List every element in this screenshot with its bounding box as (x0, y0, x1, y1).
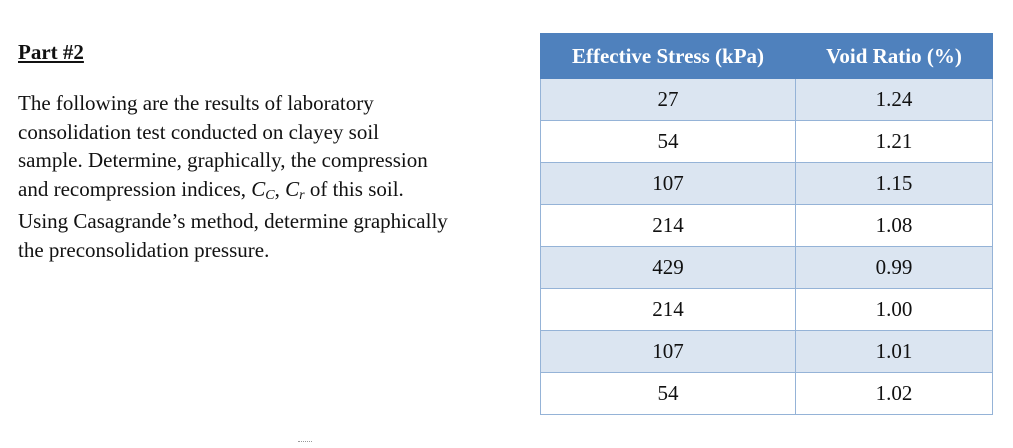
table-row: 429 0.99 (540, 246, 993, 289)
void-ratio-cell: 1.15 (795, 162, 993, 205)
void-ratio-cell: 0.99 (795, 246, 993, 289)
void-ratio-cell: 1.02 (795, 372, 993, 415)
stress-cell: 107 (540, 330, 796, 373)
faint-mark (298, 441, 312, 448)
void-ratio-cell: 1.01 (795, 330, 993, 373)
void-ratio-cell: 1.21 (795, 120, 993, 163)
table-row: 107 1.15 (540, 162, 993, 205)
header-void-ratio: Void Ratio (%) (795, 33, 993, 79)
stress-cell: 27 (540, 78, 796, 121)
table-row: 27 1.24 (540, 78, 993, 121)
stress-cell: 54 (540, 120, 796, 163)
header-effective-stress: Effective Stress (kPa) (540, 33, 796, 79)
problem-line: sample. Determine, graphically, the comp… (18, 148, 428, 172)
stress-cell: 54 (540, 372, 796, 415)
problem-line: The following are the results of laborat… (18, 91, 374, 115)
table-row: 54 1.02 (540, 372, 993, 415)
table-row: 107 1.01 (540, 330, 993, 373)
problem-line: the preconsolidation pressure. (18, 237, 270, 262)
table-header-row: Effective Stress (kPa) Void Ratio (%) (540, 33, 993, 79)
part-title: Part #2 (18, 40, 84, 64)
problem-line: Using Casagrande’s method, determine gra… (18, 209, 448, 233)
consolidation-table: Effective Stress (kPa) Void Ratio (%) 27… (540, 33, 993, 415)
table-row: 214 1.00 (540, 288, 993, 331)
void-ratio-cell: 1.24 (795, 78, 993, 121)
cr-symbol: Cr (285, 176, 305, 203)
void-ratio-cell: 1.00 (795, 288, 993, 331)
problem-line: consolidation test conducted on clayey s… (18, 119, 379, 144)
problem-section: Part #2 The following are the results of… (18, 40, 528, 264)
cc-symbol: CC (251, 176, 275, 203)
table-row: 214 1.08 (540, 204, 993, 247)
stress-cell: 214 (540, 288, 796, 331)
problem-statement: The following are the results of laborat… (18, 91, 448, 262)
table-row: 54 1.21 (540, 120, 993, 163)
stress-cell: 214 (540, 204, 796, 247)
stress-cell: 429 (540, 246, 796, 289)
problem-line: and recompression indices, (18, 176, 252, 201)
stress-cell: 107 (540, 162, 796, 205)
void-ratio-cell: 1.08 (795, 204, 993, 247)
